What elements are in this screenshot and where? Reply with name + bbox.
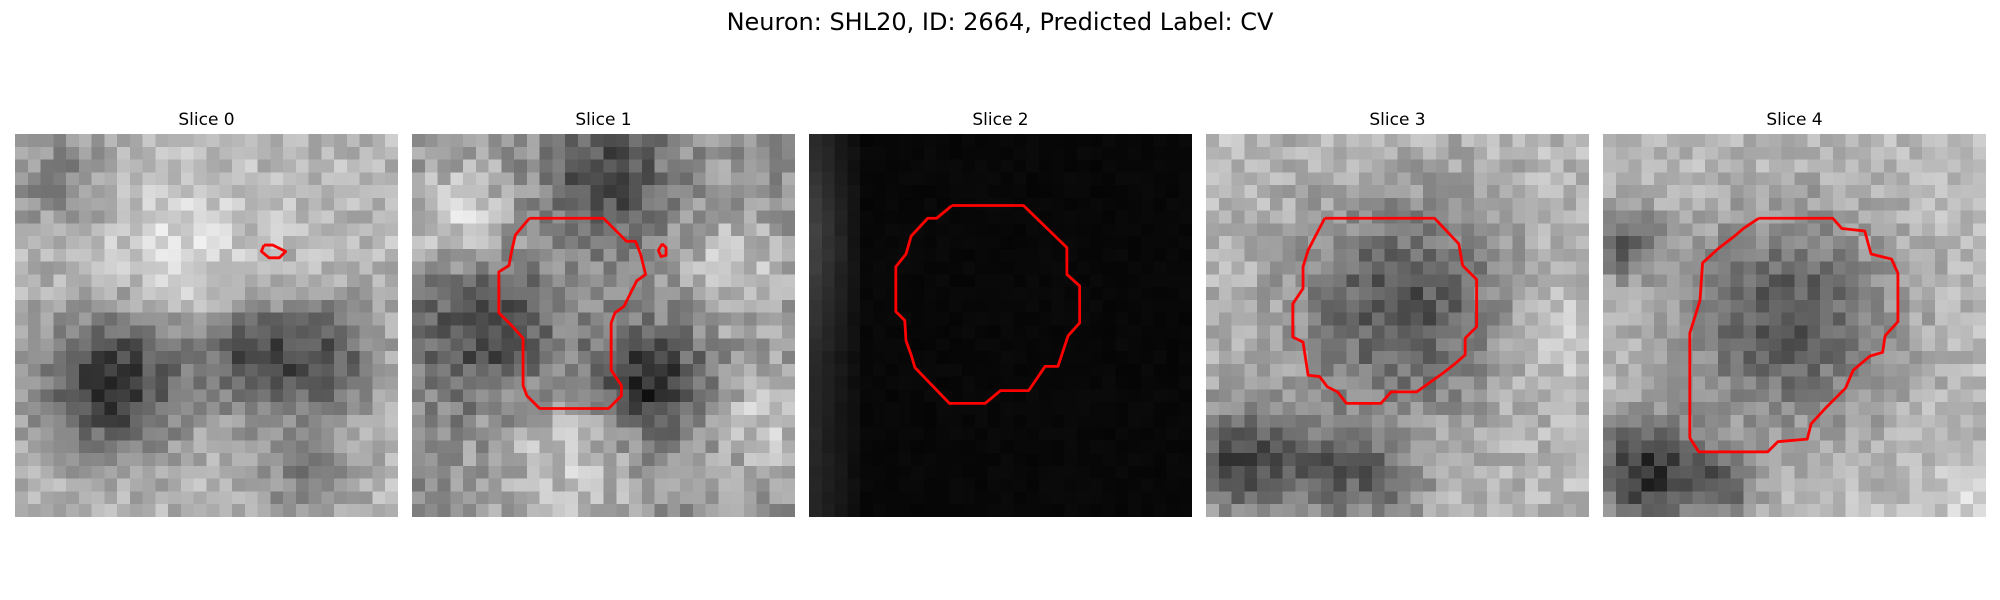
roi-contour (894, 204, 1082, 405)
slice-panel-2: Slice 2 (809, 110, 1192, 517)
slice-image (15, 134, 398, 517)
roi-contour (656, 242, 668, 258)
figure-title: Neuron: SHL20, ID: 2664, Predicted Label… (726, 8, 1274, 36)
contour-overlay (1291, 216, 1479, 405)
slice-image (1603, 134, 1986, 517)
slice-title: Slice 2 (972, 110, 1029, 130)
slice-panel-0: Slice 0 (15, 110, 398, 517)
roi-contour (1291, 216, 1479, 405)
slice-image (412, 134, 795, 517)
contour-overlay (1688, 216, 1900, 454)
slice-title: Slice 0 (178, 110, 235, 130)
roi-contour (497, 216, 648, 410)
slice-panel-1: Slice 1 (412, 110, 795, 517)
roi-contour (259, 243, 288, 260)
contour-overlay (259, 243, 288, 260)
slice-image (809, 134, 1192, 517)
slice-title: Slice 3 (1369, 110, 1426, 130)
slice-panel-3: Slice 3 (1206, 110, 1589, 517)
contour-overlay (894, 204, 1082, 405)
roi-contour (1688, 216, 1900, 454)
contour-overlay (497, 216, 668, 410)
slice-panel-4: Slice 4 (1603, 110, 1986, 517)
slice-title: Slice 1 (575, 110, 632, 130)
slice-image (1206, 134, 1589, 517)
slice-title: Slice 4 (1766, 110, 1823, 130)
